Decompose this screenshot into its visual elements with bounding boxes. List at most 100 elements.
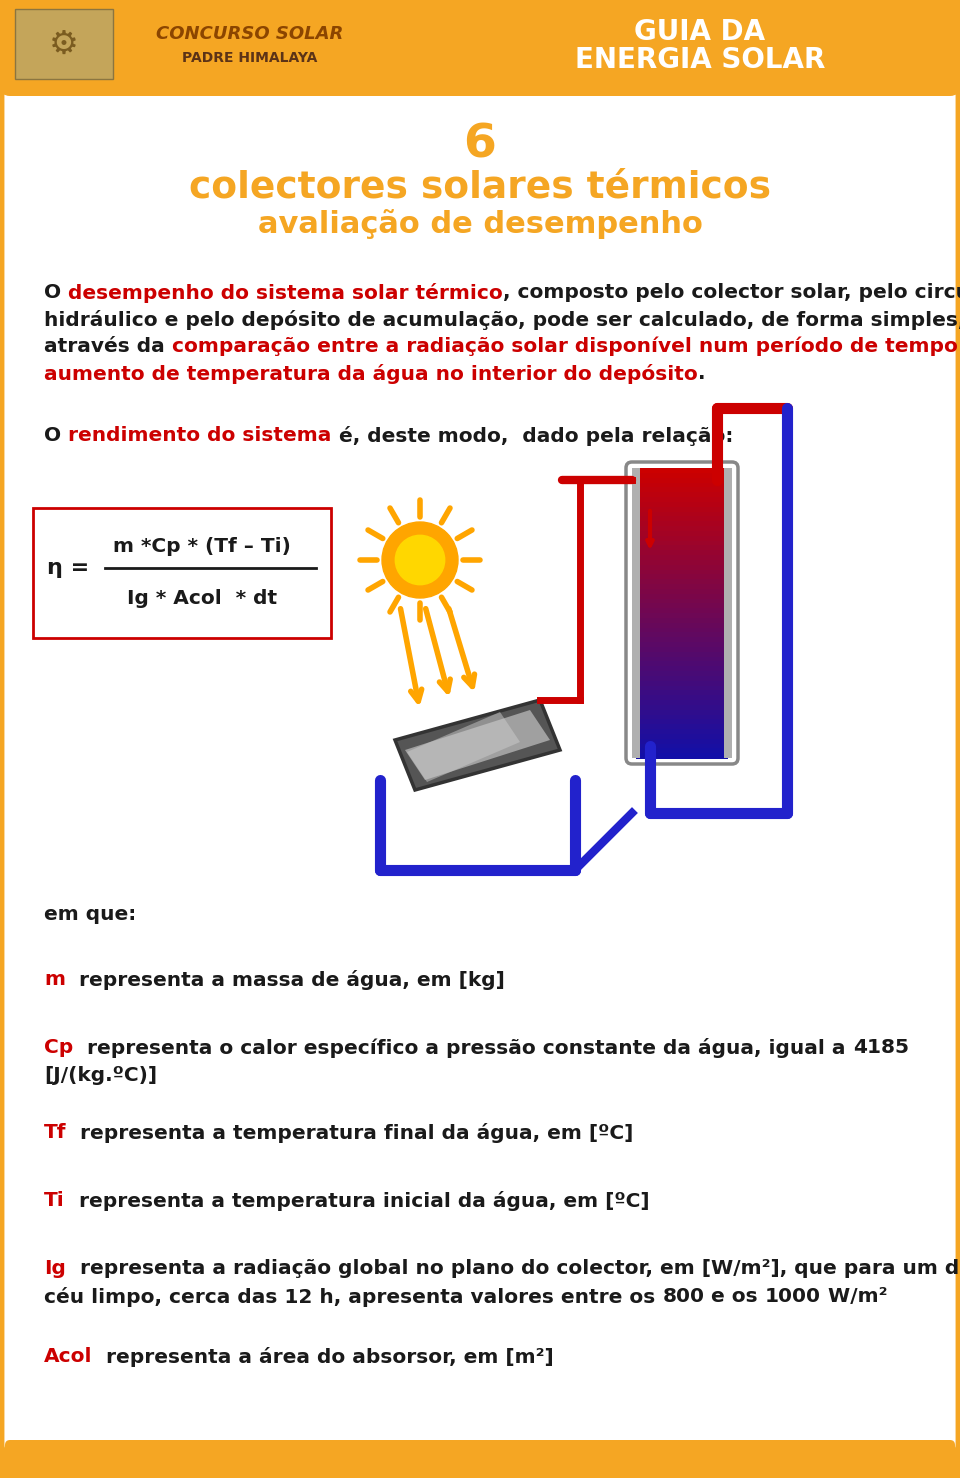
Bar <box>636 705 728 711</box>
Bar <box>636 667 728 672</box>
Bar <box>636 720 728 726</box>
Bar <box>636 482 728 488</box>
Text: representa o calor específico a pressão constante da água, igual a: representa o calor específico a pressão … <box>73 1038 852 1058</box>
Text: representa a temperatura inicial da água, em [ºC]: representa a temperatura inicial da água… <box>64 1191 649 1210</box>
Text: representa a temperatura final da água, em [ºC]: representa a temperatura final da água, … <box>66 1123 634 1142</box>
Text: Acol: Acol <box>44 1346 92 1366</box>
Bar <box>636 656 728 662</box>
Bar <box>636 637 728 643</box>
Bar <box>636 754 728 760</box>
Text: 1000: 1000 <box>765 1287 821 1307</box>
Text: hidráulico e pelo depósito de acumulação, pode ser calculado, de forma simples,: hidráulico e pelo depósito de acumulação… <box>44 310 960 330</box>
Bar <box>636 516 728 522</box>
Bar <box>636 535 728 541</box>
Text: Ig: Ig <box>44 1259 66 1278</box>
Text: é, deste modo,  dado pela relação:: é, deste modo, dado pela relação: <box>331 426 732 446</box>
Bar <box>636 507 728 513</box>
Bar <box>636 633 728 638</box>
Polygon shape <box>407 712 520 782</box>
Text: através da: através da <box>44 337 172 356</box>
Bar <box>636 569 728 575</box>
Text: m *Cp * (Tf – Ti): m *Cp * (Tf – Ti) <box>113 537 291 556</box>
Bar <box>636 641 728 647</box>
Bar <box>636 588 728 594</box>
Bar <box>636 652 728 658</box>
Bar <box>636 488 728 494</box>
Bar <box>636 565 728 571</box>
Text: e os: e os <box>705 1287 765 1307</box>
Bar <box>636 522 728 528</box>
Bar <box>636 686 728 692</box>
Text: [J/(kg.ºC)]: [J/(kg.ºC)] <box>44 1066 157 1085</box>
Text: ⚙: ⚙ <box>49 28 79 61</box>
Text: O: O <box>44 426 68 445</box>
Bar <box>636 709 728 715</box>
Bar <box>636 511 728 517</box>
Bar <box>636 477 728 483</box>
Bar <box>636 579 728 585</box>
Bar <box>636 492 728 498</box>
Bar <box>636 594 728 600</box>
Bar <box>636 469 728 474</box>
Text: 6: 6 <box>464 123 496 167</box>
Circle shape <box>382 522 458 599</box>
Bar <box>636 599 728 605</box>
Text: , composto pelo colector solar, pelo circuito: , composto pelo colector solar, pelo cir… <box>503 282 960 302</box>
Bar <box>636 526 728 532</box>
Polygon shape <box>405 709 550 780</box>
Bar <box>636 584 728 590</box>
Bar <box>636 473 728 479</box>
Bar <box>636 541 728 547</box>
Text: Tf: Tf <box>44 1123 66 1142</box>
Bar <box>636 545 728 551</box>
Text: W/m²: W/m² <box>821 1287 887 1307</box>
Bar <box>636 560 728 566</box>
Bar <box>636 531 728 537</box>
Bar <box>636 550 728 556</box>
Bar <box>636 618 728 624</box>
Text: Ti: Ti <box>44 1191 64 1210</box>
Bar <box>636 714 728 720</box>
Bar <box>636 701 728 706</box>
Text: ENERGIA SOLAR: ENERGIA SOLAR <box>575 46 826 74</box>
Bar <box>636 556 728 560</box>
Bar <box>724 469 732 758</box>
Text: η =: η = <box>47 559 89 578</box>
Bar <box>636 675 728 681</box>
FancyBboxPatch shape <box>33 508 331 638</box>
Bar <box>636 748 728 754</box>
Polygon shape <box>395 701 560 791</box>
Text: céu limpo, cerca das 12 h, apresenta valores entre os: céu limpo, cerca das 12 h, apresenta val… <box>44 1287 662 1307</box>
Bar <box>636 647 728 653</box>
Text: Cp: Cp <box>44 1038 73 1057</box>
Text: Ig * Acol  * dt: Ig * Acol * dt <box>127 588 277 607</box>
Bar <box>636 497 728 503</box>
Bar <box>636 575 728 581</box>
Text: aumento de temperatura da água no interior do depósito: aumento de temperatura da água no interi… <box>44 364 698 384</box>
Bar <box>636 661 728 667</box>
Bar <box>636 628 728 634</box>
Bar <box>636 503 728 507</box>
Bar <box>636 681 728 686</box>
FancyBboxPatch shape <box>0 0 960 96</box>
Bar <box>636 724 728 730</box>
Bar <box>636 613 728 619</box>
Text: representa a área do absorsor, em [m²]: representa a área do absorsor, em [m²] <box>92 1346 554 1367</box>
Text: 6-5: 6-5 <box>890 1448 930 1468</box>
Bar <box>636 729 728 735</box>
Text: comparação entre a radiação solar disponível num período de tempo e o: comparação entre a radiação solar dispon… <box>172 337 960 356</box>
Bar <box>636 739 728 745</box>
Circle shape <box>396 535 444 585</box>
Text: CONCURSO SOLAR: CONCURSO SOLAR <box>156 25 344 43</box>
Bar <box>636 735 728 739</box>
FancyBboxPatch shape <box>15 9 113 78</box>
Text: avaliação de desempenho: avaliação de desempenho <box>257 208 703 239</box>
Bar <box>632 469 640 758</box>
Bar <box>636 607 728 613</box>
Text: representa a massa de água, em [kg]: representa a massa de água, em [kg] <box>65 970 505 990</box>
Text: O: O <box>44 282 68 302</box>
Text: em que:: em que: <box>44 905 136 924</box>
Text: 4185: 4185 <box>852 1038 909 1057</box>
Text: .: . <box>698 364 706 383</box>
Bar <box>636 622 728 628</box>
